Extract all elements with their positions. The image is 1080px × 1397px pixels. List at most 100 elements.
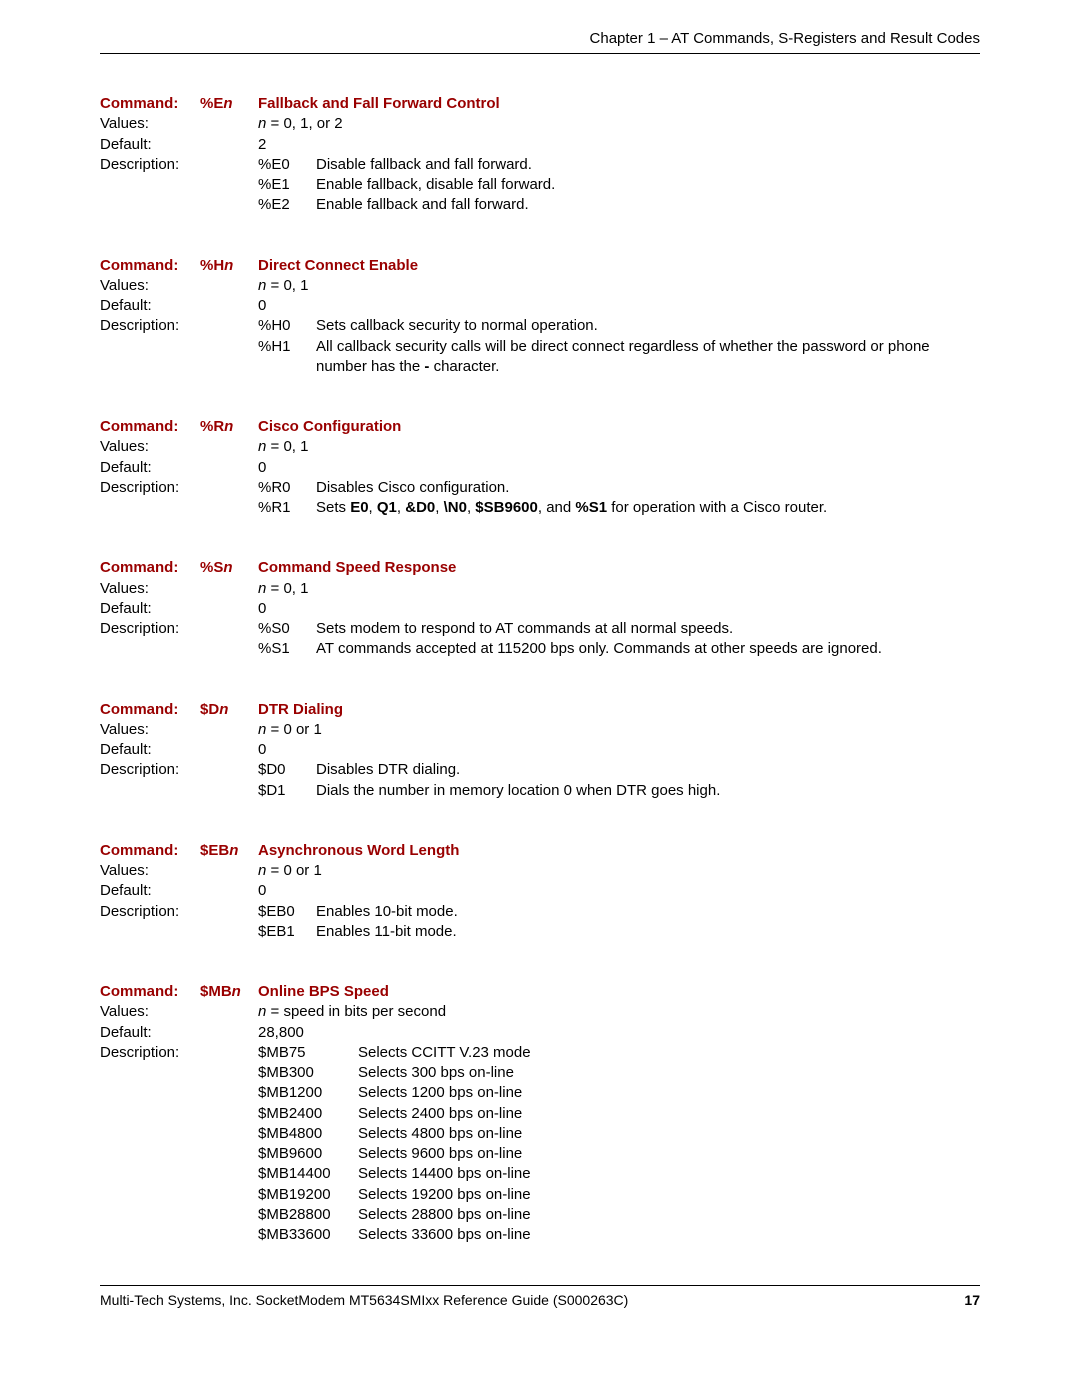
command-title: Direct Connect Enable xyxy=(258,256,980,276)
command-label: Command: xyxy=(100,982,200,1002)
command-block: Command: %Hn Direct Connect Enable Value… xyxy=(100,256,980,378)
values-label: Values: xyxy=(100,720,200,740)
default-text: 0 xyxy=(258,881,980,901)
command-title: Cisco Configuration xyxy=(258,417,980,437)
command-title: Online BPS Speed xyxy=(258,982,980,1002)
option-text: Selects 2400 bps on-line xyxy=(358,1104,980,1124)
default-label: Default: xyxy=(100,296,200,316)
option-row: $MB4800 Selects 4800 bps on-line xyxy=(100,1124,980,1144)
values-text: n = 0 or 1 xyxy=(258,720,980,740)
option-row: $EB1 Enables 11-bit mode. xyxy=(100,922,980,942)
default-text: 2 xyxy=(258,135,980,155)
command-block: Command: $Dn DTR Dialing Values: n = 0 o… xyxy=(100,700,980,801)
values-label: Values: xyxy=(100,1002,200,1022)
values-text: n = 0, 1 xyxy=(258,276,980,296)
option-row: $D1 Dials the number in memory location … xyxy=(100,781,980,801)
option-row: %R1 Sets E0, Q1, &D0, \N0, $SB9600, and … xyxy=(100,498,980,518)
option-text: Selects CCITT V.23 mode xyxy=(358,1043,980,1063)
option-key: %R1 xyxy=(258,498,316,518)
option-key: $D0 xyxy=(258,760,316,780)
option-row: $MB1200 Selects 1200 bps on-line xyxy=(100,1083,980,1103)
default-label: Default: xyxy=(100,135,200,155)
default-text: 0 xyxy=(258,296,980,316)
option-row: Description: %H0 Sets callback security … xyxy=(100,316,980,336)
option-text: Selects 300 bps on-line xyxy=(358,1063,980,1083)
option-row: $MB28800 Selects 28800 bps on-line xyxy=(100,1205,980,1225)
option-key: $MB33600 xyxy=(258,1225,358,1245)
option-key: %H0 xyxy=(258,316,316,336)
description-label: Description: xyxy=(100,1043,200,1063)
description-label: Description: xyxy=(100,155,200,175)
option-key: %S0 xyxy=(258,619,316,639)
option-row: $MB33600 Selects 33600 bps on-line xyxy=(100,1225,980,1245)
option-text: Selects 33600 bps on-line xyxy=(358,1225,980,1245)
option-key: $EB1 xyxy=(258,922,316,942)
default-label: Default: xyxy=(100,740,200,760)
option-text: AT commands accepted at 115200 bps only.… xyxy=(316,639,980,659)
command-title: Command Speed Response xyxy=(258,558,980,578)
option-key: $MB9600 xyxy=(258,1144,358,1164)
option-row: Description: $MB75 Selects CCITT V.23 mo… xyxy=(100,1043,980,1063)
values-label: Values: xyxy=(100,437,200,457)
option-key: %S1 xyxy=(258,639,316,659)
description-label: Description: xyxy=(100,478,200,498)
option-text: Disables Cisco configuration. xyxy=(316,478,980,498)
values-text: n = 0, 1, or 2 xyxy=(258,114,980,134)
option-text: Enables 11-bit mode. xyxy=(316,922,980,942)
command-title: Asynchronous Word Length xyxy=(258,841,980,861)
option-row: $MB19200 Selects 19200 bps on-line xyxy=(100,1185,980,1205)
command-title: DTR Dialing xyxy=(258,700,980,720)
option-text: Disables DTR dialing. xyxy=(316,760,980,780)
values-text: n = speed in bits per second xyxy=(258,1002,980,1022)
option-row: $MB9600 Selects 9600 bps on-line xyxy=(100,1144,980,1164)
footer-text: Multi-Tech Systems, Inc. SocketModem MT5… xyxy=(100,1292,628,1308)
command-block: Command: $EBn Asynchronous Word Length V… xyxy=(100,841,980,942)
option-key: %H1 xyxy=(258,337,316,357)
option-row: Description: %E0 Disable fallback and fa… xyxy=(100,155,980,175)
default-label: Default: xyxy=(100,458,200,478)
option-key: $MB2400 xyxy=(258,1104,358,1124)
default-label: Default: xyxy=(100,599,200,619)
command-code: $MBn xyxy=(200,982,258,1002)
option-row: Description: $EB0 Enables 10-bit mode. xyxy=(100,902,980,922)
option-row: %H1 All callback security calls will be … xyxy=(100,337,980,378)
command-label: Command: xyxy=(100,841,200,861)
option-key: $D1 xyxy=(258,781,316,801)
option-text: Enable fallback and fall forward. xyxy=(316,195,980,215)
default-label: Default: xyxy=(100,881,200,901)
option-text: Selects 9600 bps on-line xyxy=(358,1144,980,1164)
option-text: Sets callback security to normal operati… xyxy=(316,316,980,336)
values-label: Values: xyxy=(100,114,200,134)
values-label: Values: xyxy=(100,276,200,296)
description-label: Description: xyxy=(100,619,200,639)
default-text: 0 xyxy=(258,599,980,619)
option-row: %E2 Enable fallback and fall forward. xyxy=(100,195,980,215)
values-label: Values: xyxy=(100,579,200,599)
option-text: Sets modem to respond to AT commands at … xyxy=(316,619,980,639)
option-text: Disable fallback and fall forward. xyxy=(316,155,980,175)
option-key: $MB1200 xyxy=(258,1083,358,1103)
command-block: Command: %Rn Cisco Configuration Values:… xyxy=(100,417,980,518)
command-title: Fallback and Fall Forward Control xyxy=(258,94,980,114)
option-key: %R0 xyxy=(258,478,316,498)
option-text: All callback security calls will be dire… xyxy=(316,337,980,378)
option-key: %E0 xyxy=(258,155,316,175)
values-text: n = 0, 1 xyxy=(258,437,980,457)
option-row: Description: %S0 Sets modem to respond t… xyxy=(100,619,980,639)
values-label: Values: xyxy=(100,861,200,881)
option-text: Sets E0, Q1, &D0, \N0, $SB9600, and %S1 … xyxy=(316,498,980,518)
chapter-header: Chapter 1 – AT Commands, S-Registers and… xyxy=(100,30,980,54)
option-key: $MB14400 xyxy=(258,1164,358,1184)
command-label: Command: xyxy=(100,700,200,720)
command-label: Command: xyxy=(100,94,200,114)
command-code: %Sn xyxy=(200,558,258,578)
command-label: Command: xyxy=(100,558,200,578)
option-key: $MB28800 xyxy=(258,1205,358,1225)
option-text: Selects 19200 bps on-line xyxy=(358,1185,980,1205)
option-text: Selects 14400 bps on-line xyxy=(358,1164,980,1184)
option-key: $MB4800 xyxy=(258,1124,358,1144)
option-row: Description: $D0 Disables DTR dialing. xyxy=(100,760,980,780)
command-code: %Hn xyxy=(200,256,258,276)
option-key: $MB75 xyxy=(258,1043,358,1063)
option-text: Selects 28800 bps on-line xyxy=(358,1205,980,1225)
